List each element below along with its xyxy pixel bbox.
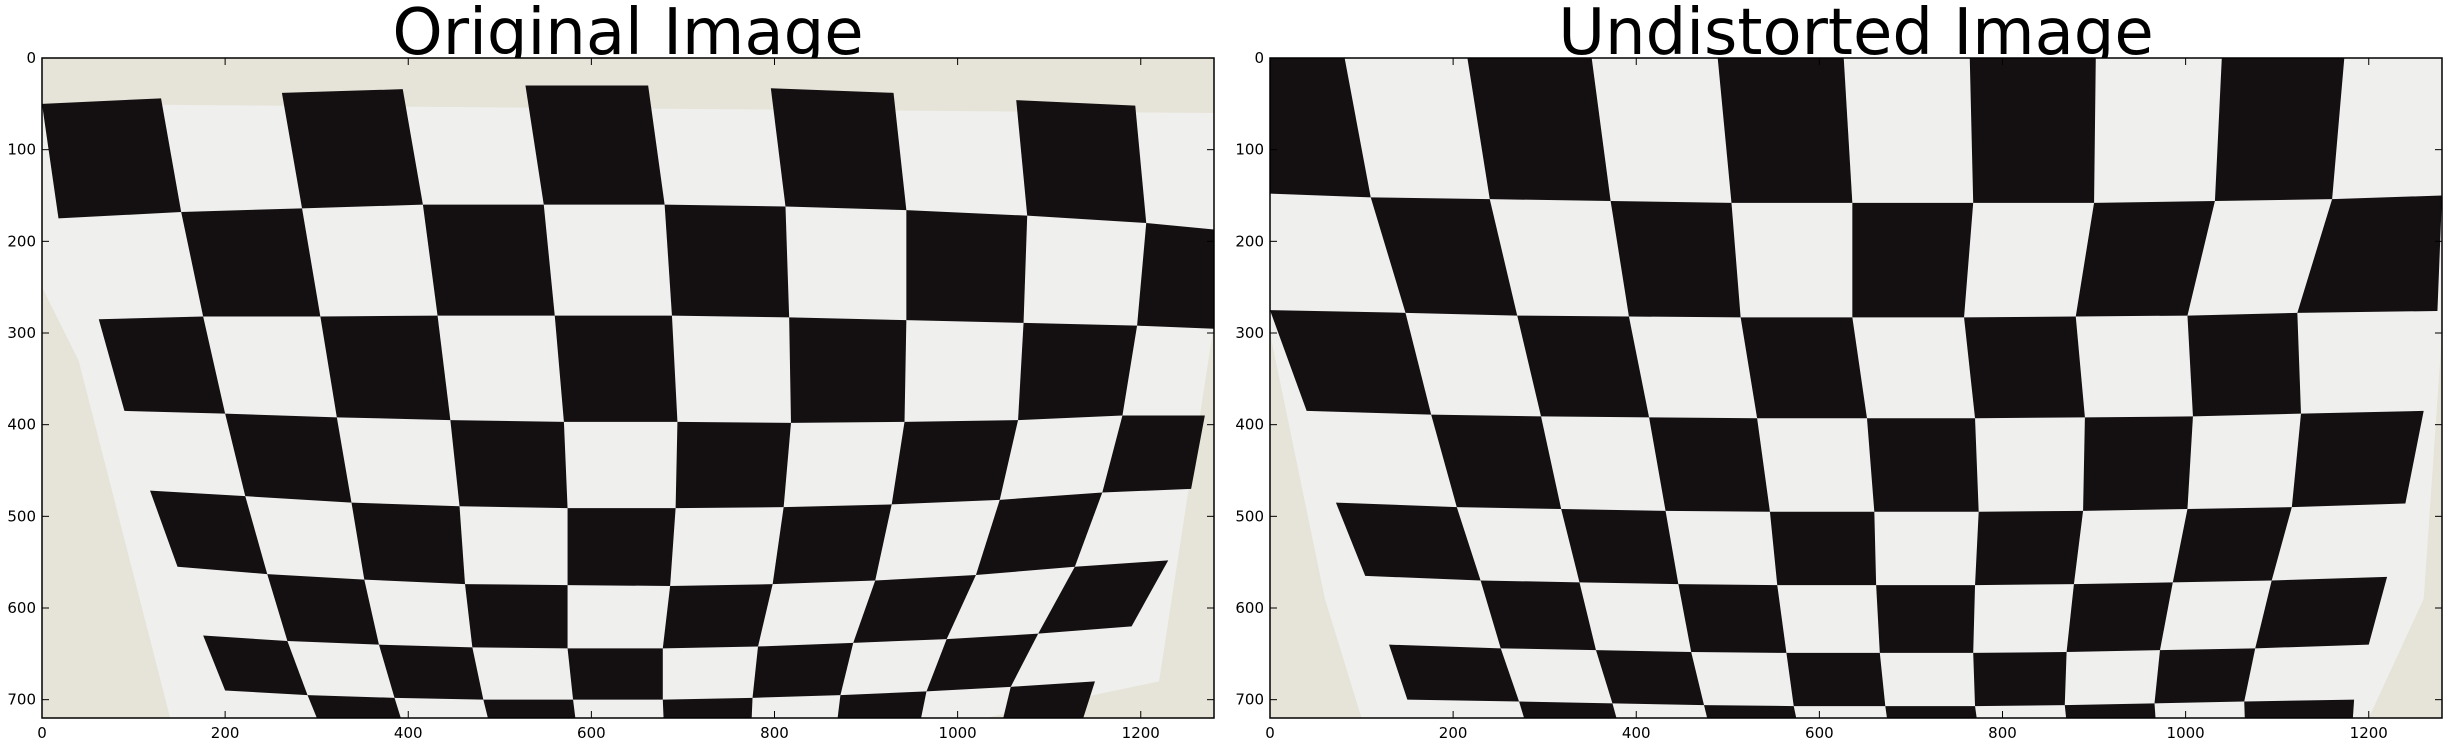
checker-square [789,317,906,422]
y-tick-label: 100 [7,141,36,159]
x-tick-label: 200 [1439,724,1468,742]
checker-square [423,205,555,316]
checker-square [771,88,907,210]
x-tick-label: 600 [1805,724,1834,742]
checker-square [450,420,567,508]
y-tick-label: 0 [1254,49,1264,67]
checker-square [351,503,465,585]
checker-square [892,420,1018,504]
y-tick-label: 300 [1235,324,1264,342]
checker-square [753,643,854,698]
checker-square [2255,577,2387,649]
checker-square [663,584,773,648]
y-tick-label: 400 [7,416,36,434]
checker-square [1561,509,1678,584]
checker-square [2083,416,2193,510]
checker-square [1786,653,1885,706]
y-tick-label: 200 [7,232,36,250]
checker-square [525,86,664,205]
image-original [42,58,1241,744]
y-tick-label: 500 [1235,507,1264,525]
x-tick-label: 1000 [2167,724,2205,742]
checker-square [568,648,663,699]
checker-square [2292,411,2424,507]
checker-square [2215,49,2345,201]
checker-square [1876,585,1975,653]
y-tick-label: 0 [26,49,36,67]
image-undistorted [1233,49,2442,747]
y-tick-label: 600 [1235,599,1264,617]
checker-square [42,98,181,218]
checker-square [379,645,483,700]
y-tick-label: 400 [1235,416,1264,434]
x-tick-label: 200 [211,724,240,742]
checker-square [2173,507,2292,582]
checker-square [676,422,791,508]
x-tick-label: 400 [394,724,423,742]
checker-square [1018,323,1137,420]
panel-undistorted: Undistorted Image 0 200 400 600 800 1000 1200 … [1233,0,2442,747]
checker-square [906,210,1027,323]
y-tick-label: 300 [7,324,36,342]
checker-square [320,316,450,421]
y-tick-label: 100 [1235,141,1264,159]
checker-square [773,504,892,584]
checker-square [1741,317,1867,418]
checker-square [1611,201,1741,317]
checker-square [1717,49,1853,203]
checker-square [282,89,423,208]
checker-square [181,208,320,316]
x-tick-label: 0 [1265,724,1275,742]
checker-square [1016,100,1146,223]
x-tick-label: 0 [37,724,47,742]
checker-square [465,584,568,648]
checker-square [1975,511,2083,585]
checker-square [1770,512,1876,585]
checker-square [1596,650,1704,705]
x-tick-label: 1200 [1122,724,1160,742]
checker-square [555,316,678,422]
checker-square [1466,49,1611,201]
x-tick-label: 1000 [939,724,977,742]
x-tick-label: 800 [1988,724,2017,742]
x-tick-label: 800 [760,724,789,742]
checker-square [1973,652,2066,706]
y-tick-label: 700 [1235,691,1264,709]
y-tick-label: 700 [7,691,36,709]
checker-square [2187,313,2301,417]
y-tick-label: 600 [7,599,36,617]
checker-square [2067,582,2173,652]
checker-square [665,205,790,318]
x-tick-label: 600 [577,724,606,742]
x-tick-label: 1200 [2350,724,2388,742]
x-tick-label: 400 [1622,724,1651,742]
checker-square [1389,645,1519,702]
checker-square [1678,584,1786,653]
panel-original: Original Image 0 200 400 600 800 1000 1200 010… [7,0,1241,744]
checker-square [1852,203,1973,318]
checker-square [225,414,351,503]
checker-square [2154,648,2255,703]
checker-square [1970,49,2096,203]
checker-square [1867,418,1979,512]
checker-square [568,508,676,586]
checker-square [1649,417,1770,511]
checker-square [1964,317,2085,419]
y-tick-label: 500 [7,507,36,525]
y-tick-label: 200 [1235,232,1264,250]
